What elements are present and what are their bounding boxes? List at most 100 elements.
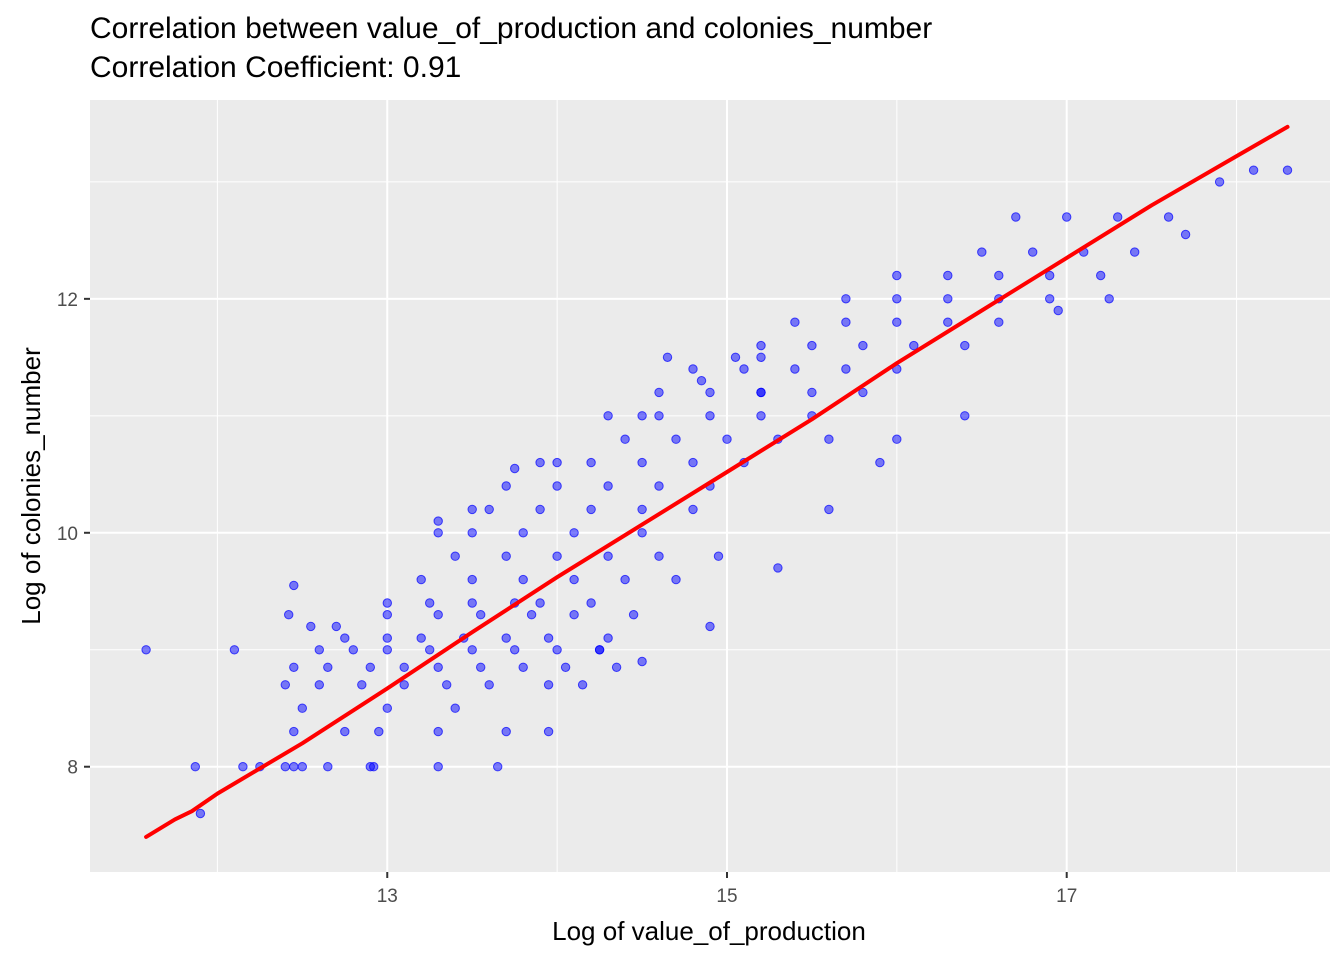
data-point xyxy=(637,411,647,421)
data-point xyxy=(1011,212,1021,222)
data-point xyxy=(450,703,460,713)
data-point xyxy=(1045,270,1055,281)
data-point xyxy=(1045,294,1055,304)
data-point xyxy=(1214,177,1225,187)
data-point xyxy=(586,598,596,608)
x-tick-label: 13 xyxy=(377,886,398,907)
data-point xyxy=(892,294,902,304)
data-point xyxy=(289,762,299,772)
data-point xyxy=(280,762,290,772)
data-point xyxy=(705,621,715,632)
data-point xyxy=(790,364,800,374)
data-point xyxy=(705,411,715,421)
data-point xyxy=(340,726,350,737)
data-point xyxy=(569,610,579,620)
data-point xyxy=(960,340,970,351)
data-point xyxy=(369,762,379,772)
data-point xyxy=(730,352,741,362)
data-point xyxy=(569,528,579,538)
data-point xyxy=(141,645,151,655)
data-point xyxy=(416,633,426,643)
data-point xyxy=(289,726,299,737)
data-point xyxy=(484,504,494,515)
data-point xyxy=(1053,305,1063,316)
data-point xyxy=(628,610,639,620)
data-point xyxy=(284,610,294,620)
data-point xyxy=(238,762,248,772)
data-point xyxy=(510,645,520,655)
data-point xyxy=(331,621,341,632)
data-point xyxy=(841,317,851,327)
data-point xyxy=(467,574,477,585)
data-point xyxy=(552,551,562,561)
data-point xyxy=(671,574,681,585)
data-point xyxy=(399,680,409,690)
data-point xyxy=(662,352,673,362)
data-point xyxy=(756,352,766,362)
data-point xyxy=(476,610,486,620)
data-point xyxy=(382,703,392,713)
data-point xyxy=(374,726,384,737)
data-point xyxy=(467,504,477,515)
data-point xyxy=(229,645,240,655)
data-point xyxy=(960,411,970,421)
data-point xyxy=(637,656,647,667)
data-point xyxy=(994,317,1004,327)
data-point xyxy=(552,457,562,468)
data-point xyxy=(756,340,766,351)
data-point xyxy=(1163,212,1174,222)
chart-title: Correlation between value_of_production … xyxy=(90,12,933,45)
data-point xyxy=(892,317,902,327)
data-point xyxy=(543,726,554,737)
x-tick-label: 15 xyxy=(716,886,737,907)
data-point xyxy=(493,762,503,772)
chart-subtitle: Correlation Coefficient: 0.91 xyxy=(90,51,462,84)
data-point xyxy=(620,574,630,585)
data-point xyxy=(518,662,528,672)
data-point xyxy=(510,463,520,474)
data-point xyxy=(323,762,333,772)
data-point xyxy=(1180,229,1191,240)
data-point xyxy=(484,680,494,690)
data-point xyxy=(824,434,834,444)
data-point xyxy=(476,662,486,672)
y-axis-title: Log of colonies_number xyxy=(16,347,46,625)
data-point xyxy=(340,633,350,643)
data-point xyxy=(739,364,749,374)
data-point xyxy=(450,551,460,561)
data-point xyxy=(365,662,375,672)
data-point xyxy=(535,598,545,608)
data-point xyxy=(501,481,511,491)
data-point xyxy=(603,481,613,491)
data-point xyxy=(654,387,664,398)
data-point xyxy=(535,457,545,468)
data-point xyxy=(382,645,392,655)
data-point xyxy=(543,633,554,643)
data-point xyxy=(425,598,435,608)
data-point xyxy=(289,662,299,672)
fit-line-group xyxy=(144,124,1290,839)
axes: 13 15 17 8 10 12 xyxy=(57,290,1077,907)
data-point xyxy=(297,762,307,772)
data-point xyxy=(442,680,452,690)
data-point xyxy=(501,726,511,737)
data-point xyxy=(552,481,562,491)
data-point xyxy=(603,633,613,643)
data-point xyxy=(705,387,715,398)
data-point xyxy=(433,726,443,737)
data-point xyxy=(756,411,766,421)
data-point xyxy=(433,528,443,538)
x-axis-title: Log of value_of_production xyxy=(552,916,866,946)
data-point xyxy=(1248,165,1259,175)
data-point xyxy=(994,270,1004,281)
data-point xyxy=(518,528,528,538)
data-point xyxy=(297,703,307,713)
data-point xyxy=(654,481,664,491)
data-point xyxy=(637,504,647,515)
data-point xyxy=(943,270,953,281)
data-point xyxy=(637,528,647,538)
data-point xyxy=(357,680,367,690)
data-point xyxy=(501,551,511,561)
data-point xyxy=(314,645,324,655)
